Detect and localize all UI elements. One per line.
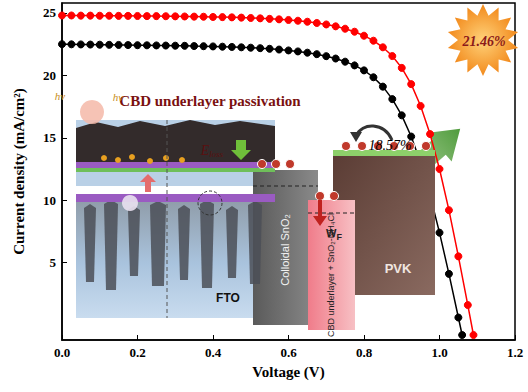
svg-text:18.57%: 18.57% <box>368 138 411 153</box>
svg-text:PVK: PVK <box>385 261 412 276</box>
svg-text:10: 10 <box>43 193 56 208</box>
svg-text:25: 25 <box>43 5 57 20</box>
svg-text:F: F <box>336 232 342 242</box>
svg-text:FTO: FTO <box>216 291 240 305</box>
svg-text:Colloidal SnO₂: Colloidal SnO₂ <box>279 214 291 286</box>
svg-text:hν: hν <box>55 90 66 102</box>
svg-text:Current density (mA/cm²): Current density (mA/cm²) <box>11 88 28 255</box>
svg-text:loss: loss <box>209 149 224 159</box>
svg-text:0.6: 0.6 <box>280 345 297 360</box>
svg-text:0.0: 0.0 <box>54 345 70 360</box>
svg-text:1.0: 1.0 <box>431 345 447 360</box>
svg-text:15: 15 <box>43 130 57 145</box>
svg-text:CBD underlayer + SnO₂-NH₄Cl: CBD underlayer + SnO₂-NH₄Cl <box>326 213 336 337</box>
svg-text:0.2: 0.2 <box>129 345 145 360</box>
svg-text:E: E <box>200 143 210 158</box>
svg-text:20: 20 <box>43 68 56 83</box>
svg-text:1.2: 1.2 <box>507 345 523 360</box>
svg-text:Voltage (V): Voltage (V) <box>252 364 324 381</box>
svg-text:hν: hν <box>113 91 124 103</box>
svg-text:CBD underlayer passivation: CBD underlayer passivation <box>119 93 301 109</box>
svg-text:0.8: 0.8 <box>356 345 373 360</box>
svg-text:5: 5 <box>50 255 57 270</box>
svg-text:0.4: 0.4 <box>205 345 222 360</box>
svg-text:21.46%: 21.46% <box>461 34 505 49</box>
